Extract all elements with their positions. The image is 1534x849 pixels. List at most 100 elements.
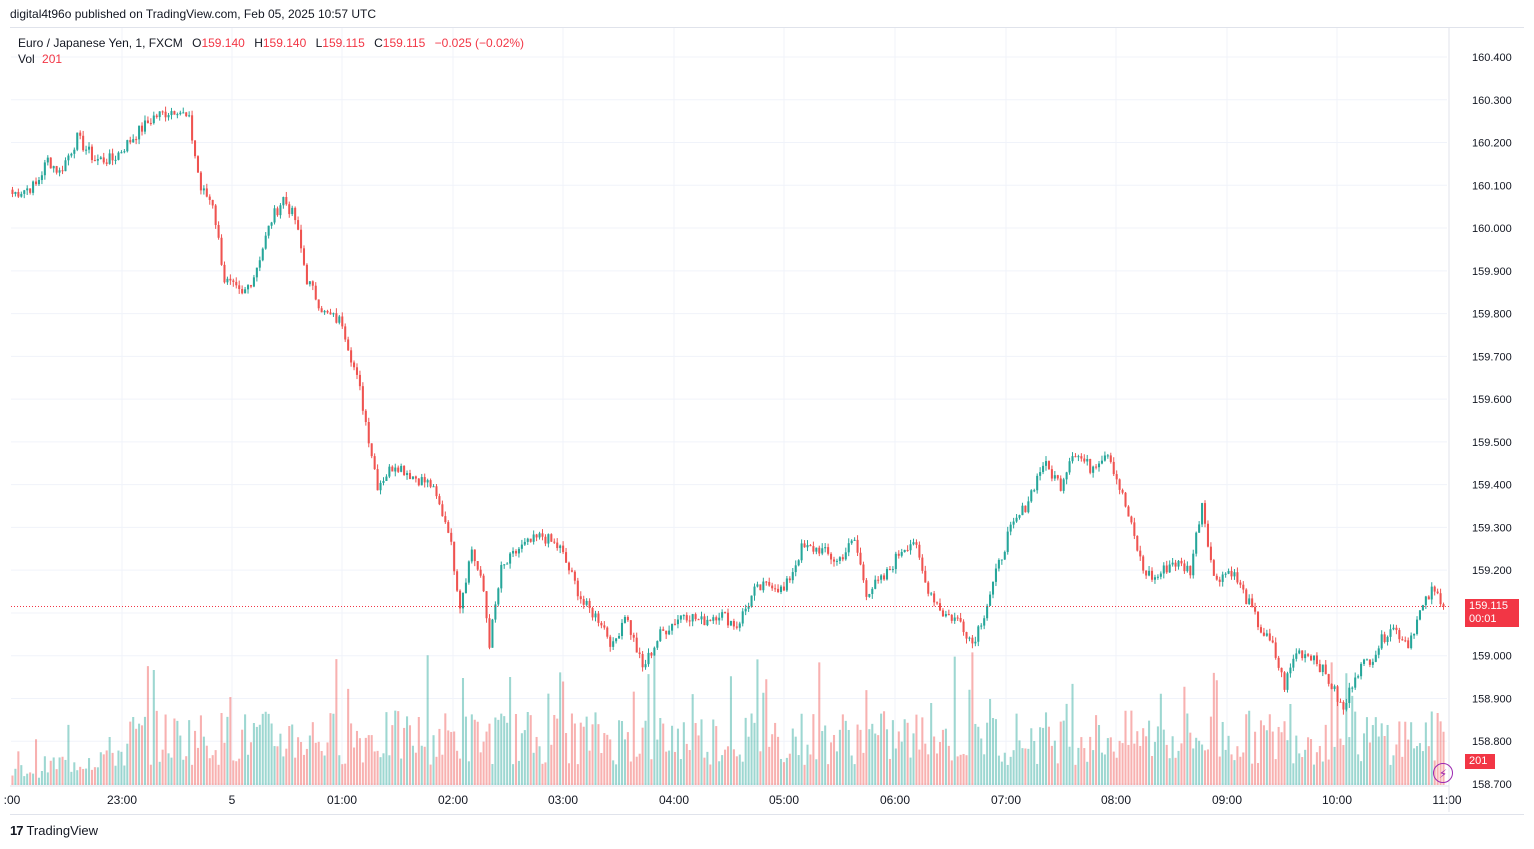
candle-body <box>559 545 562 549</box>
candle-body <box>612 641 615 647</box>
candle-body <box>1365 659 1368 661</box>
candle-body <box>252 277 255 287</box>
vol-label[interactable]: Vol <box>18 52 35 66</box>
lightning-icon[interactable]: ⚡ <box>1433 763 1453 783</box>
candle-body <box>1345 703 1348 710</box>
tradingview-logo[interactable]: 17 TradingView <box>10 823 98 838</box>
candle-body <box>779 586 783 592</box>
candle-body <box>258 260 261 268</box>
candle-body <box>588 600 591 609</box>
candle-body <box>788 578 791 581</box>
candle-body <box>211 199 214 206</box>
x-tick-label: 5 <box>229 793 236 807</box>
candle-body <box>1183 563 1186 572</box>
candle-body <box>877 579 880 581</box>
candle-body <box>591 608 594 618</box>
candle-body <box>1118 479 1121 490</box>
candle-body <box>603 625 606 628</box>
candle-body <box>1198 524 1201 533</box>
candle-body <box>332 313 335 315</box>
candle-body <box>347 339 350 351</box>
candle-body <box>205 188 208 197</box>
candle-body <box>741 611 744 624</box>
candle-body <box>541 533 544 537</box>
y-tick-label: 159.700 <box>1472 351 1512 363</box>
candle-body <box>750 595 753 607</box>
y-tick-label: 158.900 <box>1472 693 1512 705</box>
candle-body <box>956 617 959 619</box>
candle-body <box>403 465 406 475</box>
candle-body <box>618 636 621 639</box>
y-tick-label: 159.500 <box>1472 437 1512 449</box>
candle-body <box>532 534 535 542</box>
candle-body <box>488 618 491 648</box>
candle-body <box>1047 461 1050 470</box>
y-tick-label: 160.300 <box>1472 95 1512 107</box>
vol-value: 201 <box>42 52 63 66</box>
candle-body <box>1092 466 1095 473</box>
x-tick-label: 23:00 <box>107 793 137 807</box>
x-tick-label: 06:00 <box>880 793 910 807</box>
x-tick-label: :00 <box>4 793 21 807</box>
candle-body <box>170 111 173 116</box>
candle-body <box>676 619 679 625</box>
candle-body <box>93 160 96 162</box>
candle-body <box>853 539 856 541</box>
candle-body <box>1180 560 1183 564</box>
x-tick-label: 07:00 <box>991 793 1021 807</box>
candle-body <box>1307 654 1310 656</box>
candle-body <box>721 612 724 618</box>
candle-body <box>214 205 217 226</box>
candle-body <box>76 132 79 150</box>
candle-body <box>832 559 836 562</box>
candle-body <box>965 632 968 639</box>
candle-body <box>1283 672 1286 690</box>
candle-body <box>34 181 38 185</box>
candle-body <box>1371 661 1374 665</box>
candle-body <box>506 563 509 565</box>
symbol-label[interactable]: Euro / Japanese Yen, 1, FXCM <box>18 36 183 50</box>
candle-body <box>1027 501 1030 513</box>
candle-body <box>1309 655 1313 661</box>
candle-body <box>1413 633 1416 636</box>
candle-body <box>777 588 780 592</box>
candle-body <box>809 545 812 547</box>
candle-body <box>1024 505 1027 513</box>
candle-body <box>986 605 989 619</box>
candle-body <box>924 570 927 583</box>
candle-body <box>856 539 859 553</box>
candle-body <box>235 281 238 286</box>
candle-body <box>1368 659 1371 665</box>
candle-body <box>164 111 167 118</box>
candle-body <box>285 197 288 205</box>
candle-body <box>1318 664 1321 673</box>
candle-body <box>1065 472 1068 480</box>
candle-body <box>1095 466 1098 468</box>
candle-body <box>1186 565 1189 572</box>
candle-body <box>668 630 671 635</box>
x-tick-label: 05:00 <box>769 793 799 807</box>
candle-body <box>1077 456 1080 458</box>
candle-body <box>182 112 185 114</box>
candle-body <box>261 248 264 261</box>
candle-body <box>735 626 738 628</box>
candle-body <box>812 546 815 552</box>
candle-body <box>1357 676 1360 678</box>
candle-body <box>835 560 838 562</box>
candle-body <box>1080 456 1083 459</box>
candle-body <box>1259 627 1262 633</box>
candle-body <box>1362 659 1366 664</box>
candle-body <box>450 532 453 542</box>
candle-body <box>517 548 520 554</box>
candle-body <box>1295 653 1298 659</box>
candle-body <box>685 615 688 621</box>
candle-body <box>859 552 862 565</box>
candle-body <box>43 162 46 176</box>
brand-label: TradingView <box>26 823 99 838</box>
candle-body <box>73 149 76 154</box>
candle-body <box>544 536 547 544</box>
candle-body <box>830 553 833 560</box>
candle-body <box>406 473 409 475</box>
candle-body <box>67 155 70 161</box>
